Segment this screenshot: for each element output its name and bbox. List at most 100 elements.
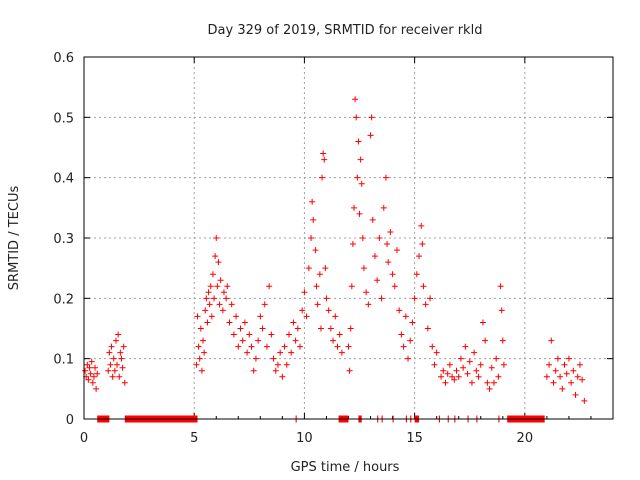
data-point	[85, 376, 92, 383]
data-point	[119, 364, 126, 371]
data-point	[446, 361, 453, 368]
data-point	[212, 253, 219, 260]
data-point	[82, 367, 89, 374]
y-tick-label: 0.6	[53, 51, 74, 66]
data-point	[554, 355, 561, 362]
data-point	[89, 379, 96, 386]
data-point	[365, 301, 372, 308]
data-point	[429, 343, 436, 350]
data-point	[419, 241, 426, 248]
data-point	[322, 265, 329, 272]
data-point	[308, 235, 315, 241]
data-point	[268, 331, 275, 338]
y-tick-label: 0.4	[53, 172, 74, 187]
data-point	[285, 331, 292, 338]
data-point	[259, 325, 266, 332]
data-point	[543, 373, 550, 380]
y-tick-label: 0.2	[53, 292, 74, 307]
data-point	[252, 355, 259, 362]
data-point	[211, 295, 218, 302]
y-tick-label: 0.3	[53, 232, 74, 247]
data-point	[495, 373, 502, 380]
data-point	[274, 361, 281, 368]
data-point	[468, 379, 475, 386]
data-point	[281, 343, 288, 350]
data-point	[292, 337, 299, 344]
data-point	[488, 364, 495, 371]
data-point	[107, 361, 114, 368]
data-point	[90, 373, 97, 380]
data-point	[486, 385, 493, 392]
data-point	[559, 385, 566, 392]
data-point	[484, 379, 491, 386]
data-point	[201, 349, 208, 356]
data-point	[290, 319, 297, 326]
data-point	[400, 343, 407, 350]
data-point	[105, 367, 112, 374]
y-axis-label: SRMTID / TECUs	[7, 186, 22, 291]
data-point	[88, 358, 95, 365]
x-tick-label: 0	[80, 431, 88, 446]
data-point	[413, 271, 420, 278]
data-point	[84, 361, 91, 368]
data-point	[348, 283, 355, 290]
data-point	[336, 331, 343, 338]
data-point	[460, 364, 467, 371]
data-point	[309, 198, 316, 205]
data-point	[338, 349, 345, 356]
data-point	[500, 361, 507, 368]
data-point	[384, 241, 391, 248]
data-point	[477, 361, 484, 368]
data-point	[396, 307, 403, 314]
data-point	[581, 397, 588, 404]
data-point	[411, 295, 418, 302]
data-point	[557, 373, 564, 380]
data-point	[497, 283, 504, 290]
data-point	[270, 355, 277, 362]
data-point	[108, 343, 115, 350]
data-point	[233, 313, 240, 320]
data-point	[444, 370, 451, 377]
data-point	[235, 343, 242, 350]
data-point	[422, 301, 429, 308]
data-point	[121, 379, 128, 386]
data-point	[369, 216, 376, 223]
data-point	[579, 376, 586, 383]
data-point	[195, 343, 202, 350]
data-point	[356, 210, 363, 217]
x-tick-label: 5	[190, 431, 198, 446]
data-point	[117, 349, 124, 356]
data-point	[272, 367, 279, 374]
data-point	[109, 373, 116, 380]
data-point	[115, 331, 122, 338]
data-point	[451, 376, 458, 383]
data-point	[347, 325, 354, 332]
data-point	[114, 361, 121, 368]
data-point	[442, 379, 449, 386]
data-point	[427, 295, 434, 302]
data-point	[288, 349, 295, 356]
data-point	[217, 277, 224, 284]
x-tick-label: 10	[296, 431, 313, 446]
data-point	[248, 343, 255, 350]
data-point	[321, 156, 328, 163]
axis-ticks: 0 0.1 0.2 0.3 0.4 0.5 0.6 0 5 10 15 20	[53, 51, 613, 446]
data-point	[297, 343, 304, 350]
data-point	[363, 289, 370, 296]
data-point	[319, 174, 326, 181]
data-point	[498, 307, 505, 314]
data-point	[433, 349, 440, 356]
data-point	[398, 331, 405, 338]
data-point	[313, 283, 320, 290]
data-point	[462, 343, 469, 350]
data-point	[424, 325, 431, 332]
data-point	[244, 349, 251, 356]
data-point	[475, 373, 482, 380]
data-point	[237, 325, 244, 332]
data-point	[241, 319, 248, 326]
data-point	[198, 367, 205, 374]
data-point	[440, 367, 447, 374]
data-point	[389, 271, 396, 278]
data-point	[223, 295, 230, 302]
data-point	[407, 337, 414, 344]
